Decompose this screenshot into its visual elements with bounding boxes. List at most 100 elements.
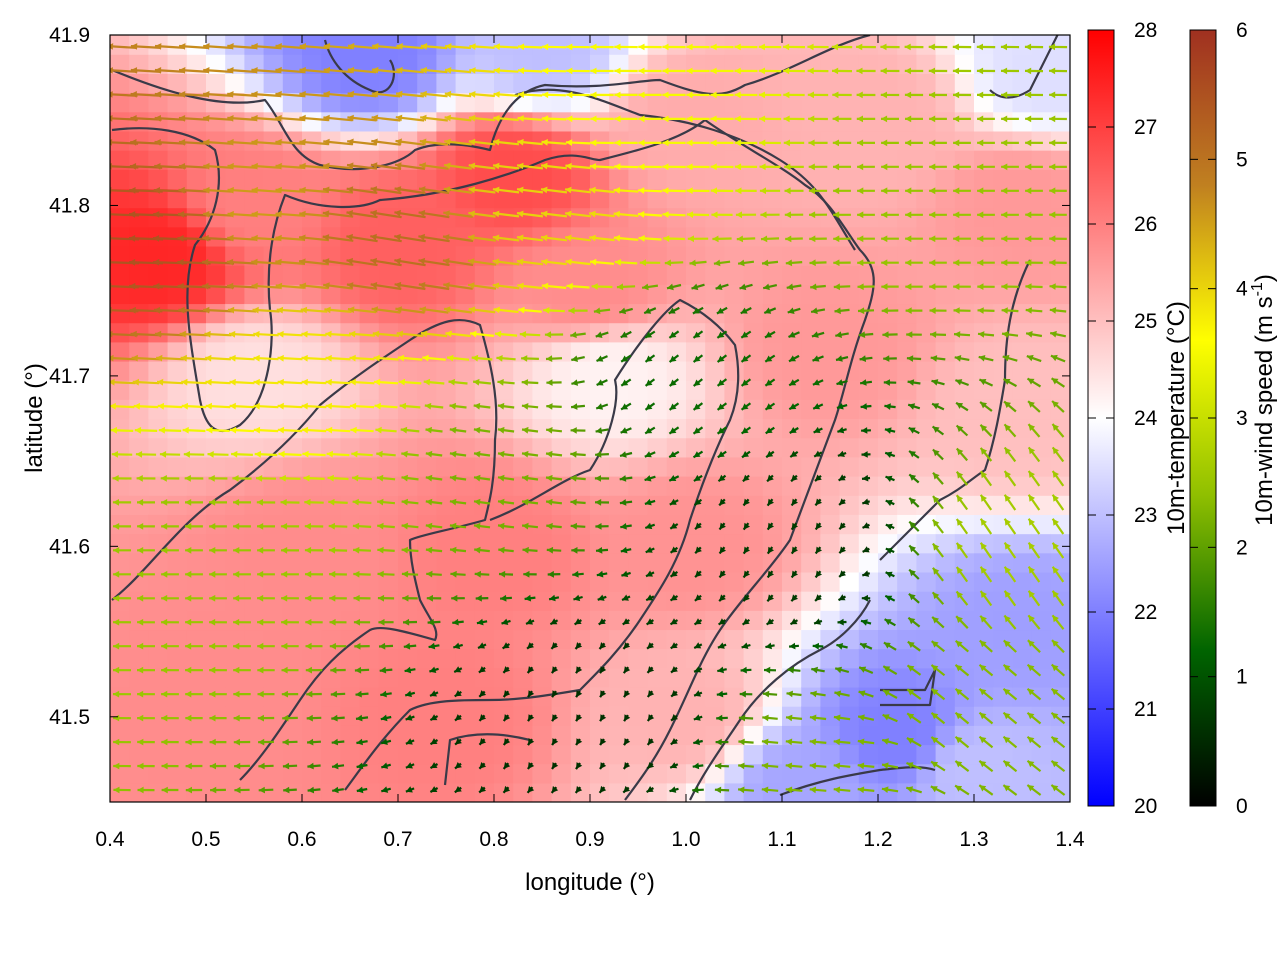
wind-arrow bbox=[717, 474, 727, 483]
heatmap-cell bbox=[532, 169, 553, 190]
heatmap-cell bbox=[916, 265, 937, 285]
heatmap-cell bbox=[1012, 782, 1033, 802]
heatmap-cell bbox=[954, 303, 975, 324]
wind-arrow bbox=[834, 666, 850, 674]
wind-arrow bbox=[692, 354, 704, 363]
wind-arrow bbox=[282, 738, 298, 746]
heatmap-cell bbox=[494, 495, 514, 515]
wind-arrow bbox=[203, 139, 233, 146]
heatmap-cell bbox=[916, 322, 937, 343]
heatmap-cell bbox=[321, 686, 341, 707]
wind-arrow bbox=[833, 283, 851, 291]
heatmap-cell bbox=[1050, 610, 1070, 631]
wind-arrow bbox=[420, 330, 448, 338]
heatmap-cell bbox=[705, 265, 725, 285]
wind-arrow bbox=[299, 282, 329, 290]
heatmap-cell bbox=[398, 782, 418, 802]
wind-arrow bbox=[930, 785, 946, 795]
wind-arrow bbox=[786, 690, 802, 698]
heatmap-cell bbox=[1012, 418, 1033, 439]
heatmap-cell bbox=[263, 265, 284, 285]
heatmap-cell bbox=[494, 744, 514, 765]
wind-arrow bbox=[275, 258, 305, 266]
wind-arrow bbox=[694, 594, 702, 602]
heatmap-cell bbox=[417, 782, 437, 802]
heatmap-cell bbox=[820, 648, 841, 669]
heatmap-cell bbox=[378, 744, 399, 765]
heatmap-cell bbox=[186, 73, 207, 94]
wind-arrow bbox=[669, 786, 679, 793]
wind-arrow bbox=[233, 738, 251, 746]
heatmap-cell bbox=[858, 648, 879, 669]
wind-colorbar-label: 10m-wind speed (m s-1) bbox=[1249, 274, 1278, 526]
wind-arrow bbox=[1003, 494, 1017, 511]
heatmap-cell bbox=[148, 360, 169, 381]
wind-arrow bbox=[1026, 784, 1042, 796]
heatmap-cell bbox=[513, 399, 533, 420]
wind-arrow bbox=[420, 114, 448, 122]
heatmap-cell bbox=[1050, 265, 1070, 285]
heatmap-cell bbox=[897, 744, 917, 765]
heatmap-cell bbox=[974, 456, 994, 477]
wind-arrow bbox=[1025, 331, 1043, 338]
wind-arrow bbox=[469, 43, 495, 50]
heatmap-cell bbox=[206, 399, 226, 420]
heatmap-cell bbox=[186, 706, 207, 726]
heatmap-cell bbox=[743, 648, 764, 669]
wind-arrow bbox=[154, 330, 186, 338]
wind-arrow bbox=[646, 762, 655, 770]
heatmap-cell bbox=[359, 111, 380, 132]
heatmap-cell bbox=[897, 169, 917, 190]
heatmap-cell bbox=[551, 552, 572, 573]
heatmap-cell bbox=[916, 495, 937, 515]
wind-arrow bbox=[813, 450, 823, 458]
heatmap-cell bbox=[321, 744, 341, 765]
heatmap-cell bbox=[551, 706, 572, 726]
wind-arrow bbox=[860, 403, 872, 410]
wind-arrow bbox=[137, 690, 155, 698]
wind-arrow bbox=[450, 570, 466, 578]
heatmap-cell bbox=[1012, 169, 1033, 190]
heatmap-cell bbox=[743, 686, 764, 707]
wind-arrow bbox=[1026, 377, 1042, 388]
wind-arrow bbox=[1050, 354, 1066, 363]
wind-arrow bbox=[323, 138, 353, 146]
heatmap-cell bbox=[206, 552, 226, 573]
heatmap-cell bbox=[897, 54, 917, 74]
heatmap-cell bbox=[186, 207, 207, 228]
wind-arrow bbox=[396, 43, 424, 50]
wind-arrow bbox=[668, 306, 680, 315]
wind-arrow bbox=[619, 307, 633, 315]
wind-arrow bbox=[646, 786, 654, 794]
heatmap-cell bbox=[340, 169, 361, 190]
heatmap-cell bbox=[1031, 591, 1052, 611]
wind-arrow bbox=[862, 522, 870, 529]
heatmap-cell bbox=[206, 514, 226, 535]
wind-arrow bbox=[906, 712, 922, 724]
wind-arrow bbox=[449, 402, 467, 410]
heatmap-cell bbox=[974, 303, 994, 324]
heatmap-cell bbox=[858, 456, 879, 477]
wind-arrow bbox=[258, 786, 274, 794]
wind-arrow bbox=[449, 450, 467, 458]
wind-arrow bbox=[760, 211, 780, 219]
wind-arrow bbox=[717, 642, 727, 649]
heatmap-cell bbox=[686, 571, 706, 592]
wind-arrow bbox=[492, 162, 520, 170]
wind-arrow bbox=[442, 234, 474, 243]
wind-arrow bbox=[545, 450, 563, 458]
heatmap-cell bbox=[858, 54, 879, 74]
heatmap-cell bbox=[551, 495, 572, 515]
wind-arrow bbox=[130, 139, 162, 146]
heatmap-cell bbox=[225, 303, 245, 324]
wind-arrow bbox=[566, 67, 590, 75]
wind-arrow bbox=[715, 738, 729, 746]
wind-arrow bbox=[209, 666, 227, 674]
heatmap-cell bbox=[974, 111, 994, 132]
heatmap-cell bbox=[167, 648, 188, 669]
heatmap-cell bbox=[1031, 629, 1052, 650]
heatmap-cell bbox=[1031, 169, 1052, 190]
wind-arrow bbox=[478, 714, 487, 722]
heatmap-cell bbox=[1012, 744, 1033, 765]
